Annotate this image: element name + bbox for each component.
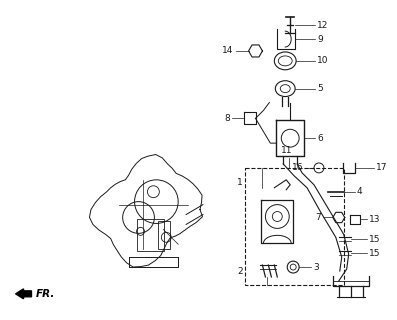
- Bar: [245, 168, 344, 285]
- Bar: [158, 221, 170, 249]
- Text: 13: 13: [368, 215, 380, 224]
- Text: 17: 17: [376, 164, 388, 172]
- Text: 2: 2: [237, 267, 243, 276]
- Text: 8: 8: [224, 114, 230, 123]
- FancyArrow shape: [15, 289, 31, 299]
- Text: 15: 15: [368, 235, 380, 244]
- Text: 10: 10: [317, 56, 328, 65]
- Text: 3: 3: [313, 263, 319, 272]
- Text: 4: 4: [357, 187, 362, 196]
- Text: 5: 5: [317, 84, 323, 93]
- Text: 11: 11: [281, 146, 292, 155]
- Text: 9: 9: [317, 35, 323, 44]
- Text: 1: 1: [237, 178, 243, 187]
- Text: 16: 16: [291, 164, 303, 172]
- Text: 14: 14: [222, 46, 234, 55]
- Text: 7: 7: [315, 213, 321, 222]
- Text: 6: 6: [317, 134, 323, 143]
- Text: 15: 15: [368, 249, 380, 258]
- Text: 12: 12: [317, 21, 328, 30]
- Text: FR.: FR.: [35, 289, 55, 299]
- Bar: [137, 220, 164, 251]
